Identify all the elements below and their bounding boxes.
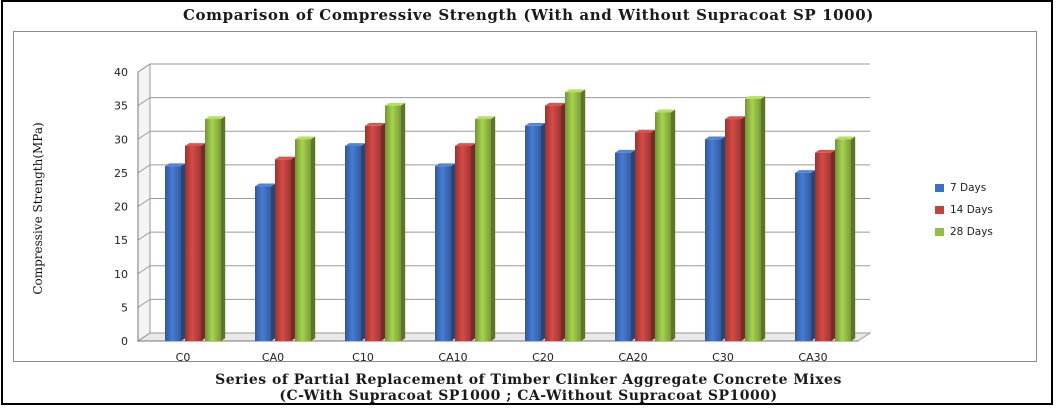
legend: 7 Days 14 Days 28 Days: [935, 177, 993, 243]
x-tick-label: C20: [532, 351, 554, 364]
bar-28-days-c30: [745, 96, 766, 342]
bar-14-days-c30: [725, 116, 746, 342]
y-tick-label: 5: [121, 301, 128, 314]
legend-label-14-days: 14 Days: [950, 204, 993, 216]
y-tick-label: 40: [114, 66, 128, 79]
x-tick-label: C0: [176, 351, 191, 364]
legend-item-14-days: 14 Days: [935, 199, 993, 221]
gridline-side: [137, 97, 151, 107]
x-tick-label: CA20: [618, 351, 647, 364]
x-axis-label-line-1: Series of Partial Replacement of Timber …: [215, 372, 842, 388]
bar-14-days-c20: [545, 102, 566, 341]
bar-7-days-c0: [165, 163, 186, 341]
legend-swatch-28-days: [935, 228, 944, 236]
gridline-side: [137, 231, 151, 241]
y-tick-label: 25: [114, 167, 128, 180]
gridline-side: [137, 130, 151, 140]
y-tick-label: 30: [114, 133, 128, 146]
bar-28-days-c0: [205, 116, 226, 342]
x-tick-label: CA30: [798, 351, 827, 364]
legend-label-7-days: 7 Days: [950, 182, 987, 194]
bar-28-days-ca20: [655, 109, 676, 341]
bar-7-days-ca0: [255, 183, 276, 341]
gridline-side: [137, 332, 151, 342]
bar-14-days-ca30: [815, 149, 836, 341]
plot-area-border: [13, 31, 1037, 362]
y-axis-label: Compressive Strength(MPa): [31, 122, 45, 294]
y-tick-label: 0: [121, 335, 128, 348]
y-tick-label: 20: [114, 201, 128, 214]
legend-swatch-7-days: [935, 184, 944, 192]
legend-item-28-days: 28 Days: [935, 221, 993, 243]
bar-28-days-ca10: [475, 116, 496, 342]
bar-7-days-c20: [525, 123, 546, 341]
bar-28-days-c10: [385, 102, 406, 341]
chart-title: Comparison of Compressive Strength (With…: [183, 6, 874, 24]
bar-7-days-c10: [345, 143, 366, 341]
gridline-side: [137, 298, 151, 308]
gridline-side: [137, 265, 151, 275]
bar-28-days-c20: [565, 89, 586, 341]
x-tick-label: C30: [712, 351, 734, 364]
bar-7-days-c30: [705, 136, 726, 341]
bar-28-days-ca30: [835, 136, 856, 341]
y-tick-label: 15: [114, 234, 128, 247]
bar-7-days-ca20: [615, 149, 636, 341]
x-tick-label: CA0: [262, 351, 284, 364]
x-tick-label: CA10: [438, 351, 467, 364]
bar-14-days-ca0: [275, 156, 296, 341]
bar-14-days-ca20: [635, 129, 656, 341]
x-tick-label: C10: [352, 351, 374, 364]
gridline-side: [137, 198, 151, 207]
bar-14-days-c0: [185, 143, 206, 341]
bar-7-days-ca30: [795, 170, 816, 341]
y-tick-label: 35: [114, 100, 128, 113]
bar-14-days-ca10: [455, 143, 476, 341]
bar-7-days-ca10: [435, 163, 456, 341]
bar-28-days-ca0: [295, 136, 316, 341]
y-tick-label: 10: [114, 268, 128, 281]
x-axis-label-line-2: (C-With Supracoat SP1000 ; CA-Without Su…: [279, 388, 778, 404]
legend-item-7-days: 7 Days: [935, 177, 993, 199]
gridline-side: [137, 63, 151, 73]
bar-14-days-c10: [365, 123, 386, 341]
legend-label-28-days: 28 Days: [950, 226, 993, 238]
gridline-side: [137, 164, 151, 174]
legend-swatch-14-days: [935, 206, 944, 214]
